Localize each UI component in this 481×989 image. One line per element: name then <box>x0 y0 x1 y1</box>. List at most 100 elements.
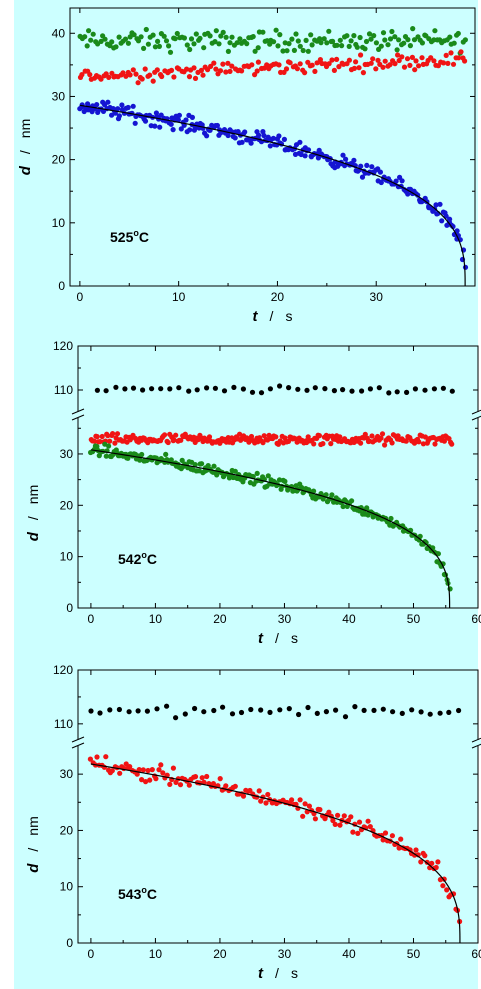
data-point-green <box>106 443 112 449</box>
data-point-red <box>211 60 217 66</box>
data-point-green <box>167 49 174 55</box>
data-point-red <box>418 859 424 865</box>
data-point-red <box>441 876 447 882</box>
data-point-red <box>94 434 100 440</box>
data-point-black <box>130 385 137 391</box>
temperature-label: 543oC <box>118 885 157 902</box>
data-point-blue <box>369 164 375 170</box>
data-point-red <box>416 439 422 445</box>
y-tick-label: 30 <box>52 89 66 103</box>
data-point-red <box>168 67 175 73</box>
x-tick-label: 30 <box>278 612 292 626</box>
y-tick-label: 10 <box>52 216 66 230</box>
data-point-blue <box>189 114 195 120</box>
y-tick-label: 0 <box>66 601 73 615</box>
data-point-green <box>293 31 299 37</box>
data-point-green <box>265 473 271 479</box>
data-point-green <box>88 37 94 43</box>
data-point-red <box>283 66 290 72</box>
data-point-blue <box>270 135 276 141</box>
data-point-red <box>258 798 264 804</box>
axis-break-gap <box>474 412 481 418</box>
data-point-red <box>330 817 336 824</box>
data-point-red <box>139 777 145 783</box>
data-point-red <box>171 437 177 443</box>
data-point-black <box>144 708 150 714</box>
data-point-red <box>205 67 211 73</box>
data-point-red <box>317 57 323 63</box>
data-point-blue <box>378 179 384 186</box>
data-point-green <box>94 443 100 450</box>
data-point-red <box>413 847 419 853</box>
data-point-green <box>166 43 172 49</box>
data-point-black <box>446 709 452 716</box>
data-point-red <box>225 60 231 66</box>
data-point-blue <box>393 178 399 184</box>
data-point-green <box>212 39 218 45</box>
data-point-black <box>103 388 109 394</box>
data-point-red <box>345 817 352 824</box>
data-point-green <box>387 36 394 42</box>
data-point-red <box>335 812 341 818</box>
data-point-green <box>317 36 323 42</box>
data-point-green <box>407 43 413 49</box>
data-point-green <box>305 48 311 54</box>
data-point-red <box>158 762 164 768</box>
data-point-green <box>135 38 142 44</box>
data-point-blue <box>170 127 176 133</box>
data-point-red <box>380 837 386 843</box>
data-point-green <box>423 540 429 546</box>
data-point-red <box>294 66 300 72</box>
data-point-blue <box>187 127 193 133</box>
data-point-red <box>412 67 418 73</box>
data-point-blue <box>439 218 445 224</box>
x-tick-label: 20 <box>213 612 227 626</box>
data-point-blue <box>315 155 321 161</box>
data-point-black <box>376 385 382 391</box>
data-point-red <box>440 883 446 889</box>
data-point-green <box>419 40 425 46</box>
data-point-red <box>153 776 159 782</box>
data-point-red <box>110 431 116 437</box>
axis-break-gap <box>474 740 481 746</box>
data-point-red <box>382 58 388 64</box>
data-point-red <box>204 773 210 780</box>
data-point-green <box>187 46 193 53</box>
data-point-red <box>192 774 199 780</box>
data-point-black <box>258 707 264 713</box>
data-point-red <box>336 64 342 70</box>
data-point-blue <box>225 132 231 139</box>
data-point-red <box>154 67 160 73</box>
data-point-black <box>431 386 437 392</box>
data-points <box>88 383 455 608</box>
plot-frame <box>69 7 476 287</box>
data-point-red <box>127 72 133 78</box>
data-point-red <box>445 60 451 66</box>
fit-curve <box>90 449 451 608</box>
data-point-black <box>312 385 318 391</box>
data-point-green <box>250 34 256 40</box>
data-point-red <box>358 52 364 58</box>
data-point-green <box>125 455 131 461</box>
data-point-blue <box>358 163 364 169</box>
data-point-blue <box>433 202 439 208</box>
data-point-black <box>295 386 301 392</box>
data-point-red <box>112 440 118 446</box>
data-point-red <box>378 435 384 441</box>
data-point-red <box>297 797 303 803</box>
data-point-red <box>150 78 156 84</box>
data-point-black <box>164 703 170 709</box>
data-point-green <box>282 478 288 484</box>
data-point-green <box>323 492 329 498</box>
data-point-red <box>87 72 93 78</box>
data-point-green <box>284 48 290 54</box>
data-point-blue <box>176 112 182 118</box>
data-point-blue <box>281 136 287 142</box>
data-point-green <box>462 37 468 43</box>
data-point-green <box>447 34 453 40</box>
data-point-red <box>382 830 389 836</box>
data-point-blue <box>447 216 453 222</box>
data-point-red <box>419 55 425 61</box>
data-point-green <box>199 461 205 467</box>
axis-break-mark <box>471 415 481 421</box>
